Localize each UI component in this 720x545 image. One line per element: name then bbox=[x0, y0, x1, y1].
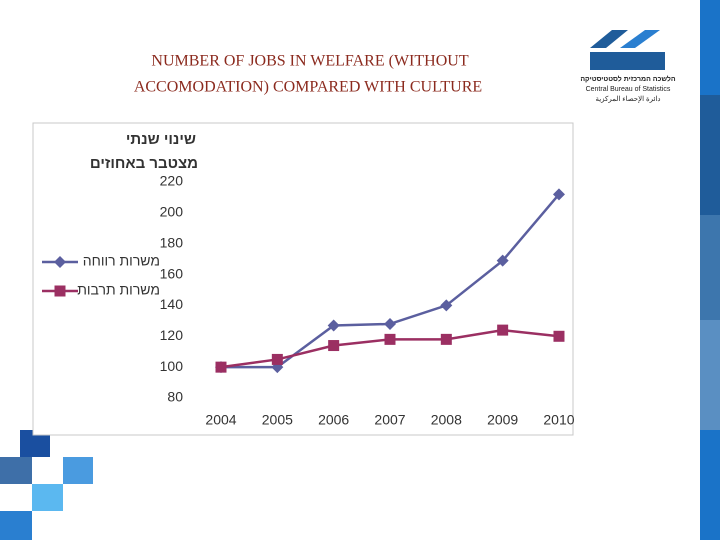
marker bbox=[271, 353, 283, 365]
deco-square bbox=[63, 457, 93, 484]
edge-bar bbox=[700, 0, 720, 95]
y-axis-label: שינוי שנתי bbox=[126, 131, 196, 148]
marker bbox=[384, 333, 396, 345]
marker bbox=[215, 361, 227, 373]
marker bbox=[497, 324, 509, 336]
x-tick-label: 2010 bbox=[543, 412, 574, 428]
x-tick-label: 2008 bbox=[431, 412, 462, 428]
y-tick-label: 100 bbox=[160, 358, 184, 374]
x-tick-label: 2005 bbox=[262, 412, 293, 428]
edge-bar bbox=[700, 215, 720, 320]
legend-label: משרות תרבות bbox=[77, 282, 160, 298]
deco-square bbox=[32, 484, 63, 511]
y-tick-label: 200 bbox=[160, 204, 184, 220]
x-tick-label: 2006 bbox=[318, 412, 349, 428]
title-line: NUMBER OF JOBS IN WELFARE (WITHOUT bbox=[151, 53, 468, 70]
x-tick-label: 2007 bbox=[374, 412, 405, 428]
y-tick-label: 180 bbox=[160, 234, 184, 250]
deco-square bbox=[0, 511, 32, 540]
x-tick-label: 2009 bbox=[487, 412, 518, 428]
deco-square bbox=[0, 457, 32, 484]
title-line: ACCOMODATION) COMPARED WITH CULTURE bbox=[134, 79, 482, 96]
logo-text: הלשכה המרכזית לסטטיסטיקה bbox=[580, 75, 676, 83]
marker bbox=[552, 188, 565, 201]
logo-text: Central Bureau of Statistics bbox=[586, 86, 671, 93]
logo-text: دائرة الإحصاء المركزية bbox=[595, 95, 660, 103]
y-tick-label: 220 bbox=[160, 173, 184, 189]
chart-frame bbox=[32, 122, 574, 436]
marker bbox=[54, 256, 66, 268]
marker bbox=[383, 317, 396, 330]
y-axis-label: מצטבר באחוזים bbox=[90, 155, 198, 172]
edge-bar bbox=[700, 320, 720, 430]
marker bbox=[54, 285, 66, 297]
marker bbox=[496, 254, 509, 267]
logo-shape bbox=[620, 30, 660, 48]
y-tick-label: 140 bbox=[160, 296, 184, 312]
y-tick-label: 160 bbox=[160, 265, 184, 281]
legend-label: משרות רווחה bbox=[83, 253, 160, 269]
marker bbox=[440, 299, 453, 312]
marker bbox=[553, 330, 565, 342]
marker bbox=[327, 319, 340, 332]
edge-bar bbox=[700, 95, 720, 215]
logo: הלשכה המרכזית לסטטיסטיקה Central Bureau … bbox=[580, 30, 676, 103]
logo-shape bbox=[590, 30, 628, 48]
x-tick-label: 2004 bbox=[205, 412, 236, 428]
logo-shape bbox=[590, 52, 665, 70]
y-tick-label: 120 bbox=[160, 327, 184, 343]
marker bbox=[440, 333, 452, 345]
y-tick-label: 80 bbox=[167, 389, 183, 405]
marker bbox=[328, 340, 340, 352]
edge-bar bbox=[700, 430, 720, 540]
